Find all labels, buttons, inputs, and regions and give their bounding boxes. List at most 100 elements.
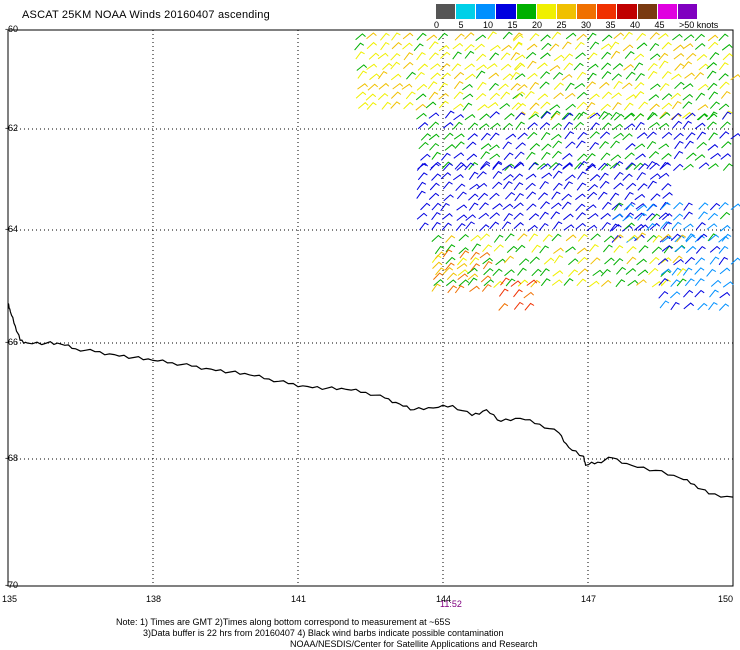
wind-barb (625, 143, 636, 151)
wind-barb (453, 91, 464, 100)
wind-barb (540, 71, 550, 79)
wind-barb (551, 150, 562, 159)
wind-barb (574, 82, 586, 90)
wind-barb (416, 212, 428, 220)
wind-barb (707, 144, 719, 151)
wind-barb (613, 171, 624, 180)
wind-barb (649, 103, 660, 111)
wind-barb (513, 202, 524, 210)
wind-barb (428, 41, 439, 50)
wind-barb (698, 63, 710, 71)
wind-barb (464, 50, 475, 59)
wind-barb (471, 243, 481, 252)
wind-barb (464, 43, 475, 52)
wind-barb (661, 153, 672, 160)
wind-barb (514, 63, 526, 71)
wind-barb (610, 50, 621, 59)
wind-barb (695, 245, 706, 254)
wind-barb (561, 193, 572, 201)
wind-barb (510, 280, 522, 287)
wind-barb (457, 257, 467, 266)
wind-barb (676, 234, 687, 243)
wind-barb (552, 162, 563, 171)
wind-barb (500, 91, 511, 100)
wind-barb (599, 141, 609, 149)
wind-barb (721, 44, 733, 51)
wind-barb (403, 101, 414, 110)
wind-barb (649, 32, 660, 40)
wind-barb (503, 213, 513, 222)
lon-label: 135 (2, 594, 18, 604)
wind-barb (451, 63, 462, 72)
wind-barb (502, 203, 514, 211)
wind-barb (515, 91, 526, 99)
wind-barb (539, 211, 549, 220)
wind-barb (634, 82, 645, 90)
wind-barb (658, 52, 669, 61)
legend-label: 0 (434, 20, 440, 30)
wind-barb (474, 43, 485, 51)
wind-barb (697, 104, 709, 111)
wind-barb (589, 141, 599, 151)
legend-label: >50 knots (679, 20, 719, 30)
wind-barb (552, 170, 563, 179)
wind-barb (587, 183, 599, 192)
wind-barb (528, 233, 539, 242)
wind-barb (661, 70, 672, 79)
wind-barb (646, 111, 657, 120)
wind-barb (443, 132, 454, 141)
wind-barb (622, 214, 633, 222)
wind-barb (402, 42, 413, 50)
wind-barb (718, 33, 729, 42)
wind-barb (493, 280, 504, 288)
wind-barb (377, 52, 389, 60)
wind-barb (600, 163, 611, 171)
wind-barb (563, 224, 575, 231)
wind-barb (613, 245, 624, 253)
wind-barb (469, 257, 480, 266)
wind-barb (671, 100, 682, 110)
wind-barb (575, 203, 586, 212)
wind-barb (600, 43, 612, 50)
wind-barb (589, 41, 600, 50)
wind-barb (527, 72, 538, 80)
wind-barb (515, 102, 527, 111)
wind-barb (708, 111, 718, 120)
wind-barb (646, 223, 657, 231)
wind-barb (657, 33, 669, 40)
wind-barb (730, 203, 740, 210)
wind-barb (599, 180, 610, 189)
legend-label: 15 (507, 20, 518, 30)
wind-barb (634, 212, 645, 220)
wind-barb (528, 213, 540, 221)
wind-barb (366, 32, 377, 40)
wind-barb (489, 92, 500, 101)
wind-barb (429, 142, 440, 151)
wind-barb (465, 214, 476, 221)
wind-barb (673, 258, 684, 266)
wind-barb (649, 53, 661, 60)
wind-barb (526, 203, 537, 211)
wind-barb (529, 102, 540, 110)
wind-barb (610, 111, 620, 120)
wind-barb (366, 41, 378, 50)
wind-barb (600, 152, 611, 161)
wind-barb (720, 153, 732, 160)
wind-barb (467, 133, 478, 141)
wind-barb (466, 141, 477, 149)
wind-barb (587, 32, 597, 41)
wind-barb (670, 92, 682, 100)
wind-barb (515, 142, 526, 150)
wind-barb (709, 245, 721, 253)
wind-barb (722, 163, 733, 171)
lat-label: -70 (5, 580, 19, 590)
legend-swatch (677, 4, 699, 19)
wind-barb (719, 267, 731, 275)
wind-barb (438, 82, 448, 91)
wind-barb (452, 121, 463, 130)
wind-barb (438, 32, 448, 41)
wind-barb (661, 102, 673, 110)
wind-barb (662, 192, 673, 199)
wind-barb (684, 140, 694, 149)
wind-barb (658, 278, 669, 286)
